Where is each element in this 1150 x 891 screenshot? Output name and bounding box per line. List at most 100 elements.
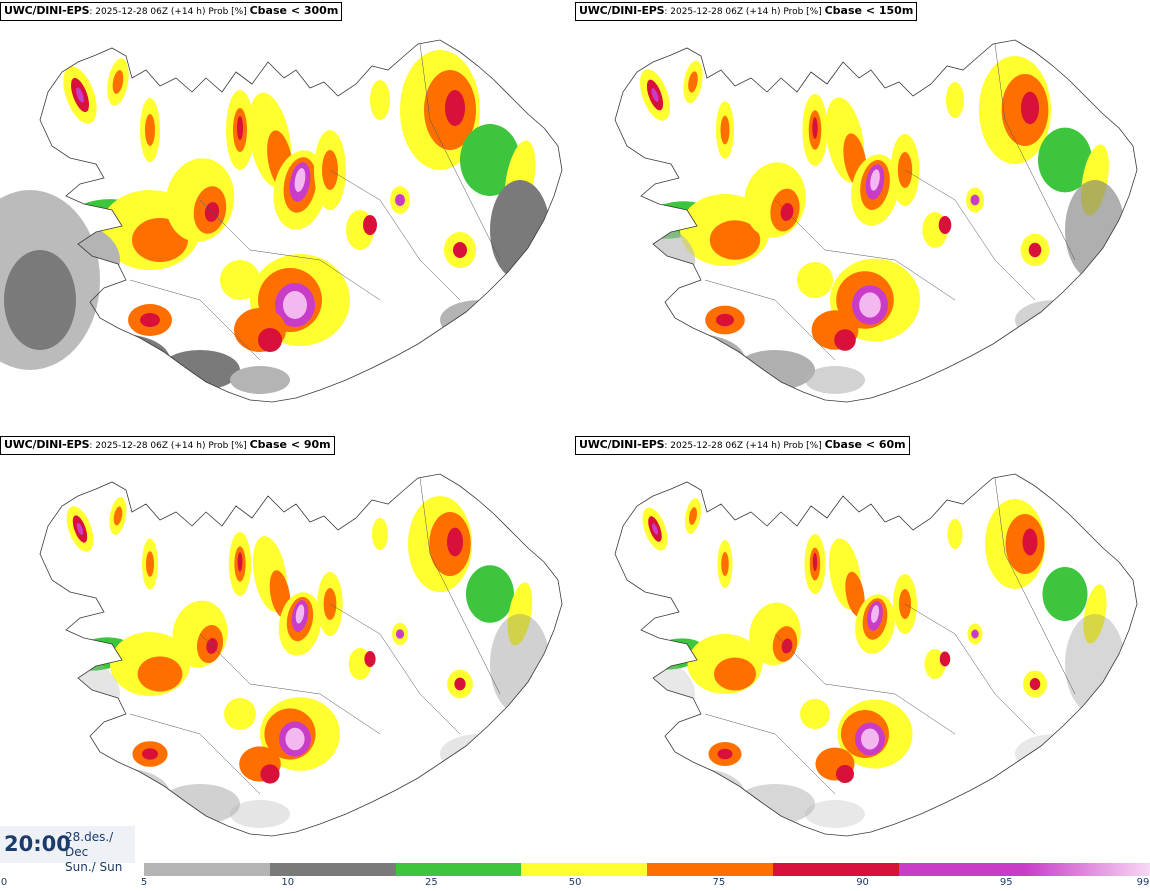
panel-title: UWC/DINI-EPS: 2025-12-28 06Z (+14 h) Pro… — [575, 2, 918, 21]
probability-contour — [615, 704, 655, 764]
legend-tick-label: 0 — [0, 877, 8, 888]
probability-contour — [812, 553, 818, 571]
probability-contour — [258, 328, 282, 352]
probability-contour — [364, 651, 376, 667]
probability-contour — [76, 522, 84, 536]
legend-swatch — [521, 863, 647, 876]
probability-contour — [1021, 91, 1039, 125]
probability-contour — [440, 300, 520, 340]
map-panel-90m: UWC/DINI-EPS: 2025-12-28 06Z (+14 h) Pro… — [0, 434, 575, 868]
probability-contour — [946, 82, 964, 118]
probability-contour — [283, 291, 307, 319]
model-name: UWC/DINI-EPS — [4, 4, 90, 17]
probability-contour — [1038, 127, 1092, 193]
probability-contour — [507, 582, 533, 646]
probability-contour — [870, 605, 880, 623]
region-border — [419, 43, 501, 261]
probability-contour — [812, 117, 818, 139]
probability-field — [615, 56, 1125, 394]
probability-contour — [805, 366, 865, 394]
probability-contour — [220, 260, 260, 300]
probability-contour — [859, 292, 881, 318]
probability-contour — [861, 728, 879, 750]
probability-contour — [797, 262, 833, 298]
region-border — [199, 633, 381, 735]
legend-tick-label: 10 — [281, 877, 295, 888]
map-panel-300m: UWC/DINI-EPS: 2025-12-28 06Z (+14 h) Pro… — [0, 0, 575, 434]
probability-contour — [645, 334, 745, 386]
probability-contour — [615, 654, 695, 734]
region-border — [994, 43, 1076, 261]
probability-map — [614, 473, 1138, 837]
probability-contour — [709, 220, 761, 260]
parameter-label: Cbase < 60m — [824, 438, 906, 451]
probability-contour — [363, 215, 377, 235]
legend-ticks: 0 5 10 25 50 75 90 95 99 — [0, 876, 1150, 891]
model-name: UWC/DINI-EPS — [579, 438, 665, 451]
probability-contour — [938, 216, 952, 234]
region-border — [774, 199, 956, 301]
legend-tick-label: 5 — [140, 877, 148, 888]
probability-contour — [112, 70, 124, 94]
valid-time-box: 20:00 28.des./ Dec Sun./ Sun — [0, 826, 135, 874]
legend-tick-label: 90 — [856, 877, 869, 888]
probability-contour — [40, 704, 80, 764]
probability-contour — [1029, 678, 1041, 690]
legend-tick-label: 75 — [712, 877, 726, 888]
model-name: UWC/DINI-EPS — [4, 438, 90, 451]
region-border — [904, 169, 1036, 301]
probability-contour — [1015, 300, 1095, 340]
probability-contour — [445, 90, 465, 126]
run-info: : 2025-12-28 06Z (+14 h) Prob [%] — [664, 7, 825, 17]
probability-contour — [688, 71, 698, 93]
probability-contour — [224, 698, 256, 730]
probability-contour — [971, 629, 979, 639]
parameter-label: Cbase < 150m — [824, 4, 914, 17]
probability-contour — [845, 571, 865, 617]
probability-contour — [237, 552, 243, 572]
region-border — [129, 279, 261, 361]
probability-contour — [466, 565, 514, 623]
probability-contour — [1065, 614, 1125, 714]
legend-swatch — [647, 863, 773, 876]
model-name: UWC/DINI-EPS — [579, 4, 665, 17]
probability-contour — [717, 748, 733, 760]
probability-contour — [897, 152, 913, 188]
legend-swatch — [772, 863, 899, 876]
coastline — [614, 473, 1138, 837]
probability-field — [615, 498, 1125, 828]
probability-contour — [447, 527, 463, 557]
probability-contour — [805, 800, 865, 828]
probability-contour — [714, 657, 756, 691]
legend-tick-label: 25 — [425, 877, 438, 888]
probability-contour — [721, 552, 729, 576]
run-info: : 2025-12-28 06Z (+14 h) Prob [%] — [89, 7, 250, 17]
probability-contour — [440, 734, 520, 774]
valid-time-date: 28.des./ Dec Sun./ Sun — [65, 830, 135, 875]
probability-contour — [735, 350, 815, 390]
parameter-label: Cbase < 90m — [249, 438, 331, 451]
probability-contour — [146, 551, 154, 577]
legend-swatch — [1024, 863, 1150, 876]
date-line-1: 28.des./ Dec — [65, 830, 114, 859]
probability-contour — [295, 604, 305, 624]
probability-contour — [645, 768, 745, 820]
probability-contour — [1022, 528, 1038, 556]
probability-contour — [285, 727, 305, 751]
legend-tick-label: 50 — [568, 877, 582, 888]
probability-contour — [720, 115, 730, 145]
region-border — [704, 713, 836, 795]
legend-swatch — [269, 863, 396, 876]
probability-contour — [137, 656, 183, 692]
probability-contour — [140, 313, 160, 327]
probability-contour — [651, 88, 659, 102]
map-panel-60m: UWC/DINI-EPS: 2025-12-28 06Z (+14 h) Pro… — [575, 434, 1150, 868]
probability-contour — [1042, 567, 1088, 621]
region-border — [199, 199, 381, 301]
map-panel-150m: UWC/DINI-EPS: 2025-12-28 06Z (+14 h) Pro… — [575, 0, 1150, 434]
legend-tick-label: 95 — [999, 877, 1013, 888]
probability-contour — [260, 764, 280, 784]
probability-contour — [1028, 242, 1042, 258]
probability-contour — [396, 629, 404, 639]
probability-contour — [1083, 584, 1107, 644]
